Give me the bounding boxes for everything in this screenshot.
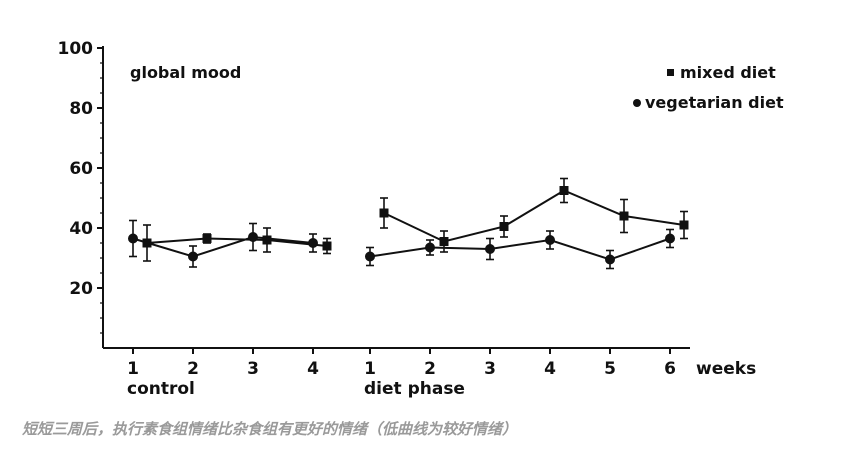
mixed-diet-point (619, 211, 629, 221)
x-tick-label: 3 (247, 359, 259, 379)
mixed-diet-point (379, 208, 389, 218)
figure-caption: 短短三周后，执行素食组情绪比杂食组有更好的情绪（低曲线为较好情绪） (22, 420, 518, 438)
vegetarian-diet-point (188, 251, 198, 262)
x-tick-label: 3 (484, 359, 496, 379)
vegetarian-diet-line (132, 235, 314, 258)
x-tick-label: 1 (364, 359, 376, 379)
mixed-diet-point (262, 235, 272, 245)
x-tick-label: 4 (544, 359, 556, 379)
vegetarian-diet-point (665, 233, 675, 244)
x-tick-label: 1 (127, 359, 139, 379)
x-tick-label: 6 (664, 359, 676, 379)
mixed-diet-line (146, 237, 328, 247)
vegetarian-diet-legend-label: vegetarian diet (645, 93, 784, 112)
vegetarian-diet-point (605, 254, 615, 265)
mixed-diet-legend-label: mixed diet (680, 63, 776, 82)
y-tick-label: 80 (69, 99, 93, 119)
y-tick-label: 40 (69, 219, 93, 239)
phase-label: control (127, 379, 195, 399)
mixed-diet-point (322, 241, 332, 251)
y-tick-label: 20 (69, 279, 93, 299)
vegetarian-diet-point (308, 238, 318, 248)
chart-title: global mood (130, 63, 241, 82)
vegetarian-diet-point (425, 242, 435, 253)
vegetarian-diet-legend-marker (633, 99, 641, 107)
mixed-diet-point (499, 222, 509, 231)
mixed-diet-line (383, 189, 685, 243)
mixed-diet-legend-marker (667, 69, 674, 76)
mixed-diet-point (439, 237, 449, 246)
x-tick-label: 2 (424, 359, 436, 379)
vegetarian-diet-point (248, 232, 258, 242)
chart-legend: mixed diet vegetarian diet (633, 63, 784, 112)
vegetarian-diet-point (365, 251, 375, 262)
y-tick-label: 60 (69, 159, 93, 179)
x-tick-label: 2 (187, 359, 199, 379)
mixed-diet-point (679, 220, 689, 230)
x-axis-label: weeks (696, 359, 756, 379)
vegetarian-diet-line (369, 237, 671, 261)
vegetarian-diet-point (545, 235, 555, 245)
mixed-diet-point (559, 186, 569, 195)
mixed-diet-point (202, 234, 212, 243)
phase-label: diet phase (364, 379, 465, 399)
x-tick-label: 5 (604, 359, 616, 379)
chart-series (128, 177, 689, 270)
y-tick-label: 100 (58, 39, 94, 59)
vegetarian-diet-point (485, 244, 495, 254)
x-tick-label: 4 (307, 359, 319, 379)
vegetarian-diet-point (128, 233, 138, 244)
